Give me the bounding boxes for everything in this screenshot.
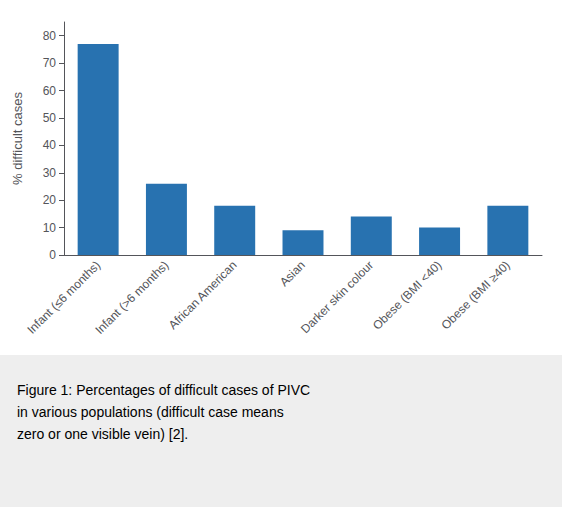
svg-text:10: 10	[43, 221, 57, 235]
svg-text:30: 30	[43, 166, 57, 180]
svg-text:Darker skin colour: Darker skin colour	[298, 258, 376, 336]
svg-text:70: 70	[43, 56, 57, 70]
svg-text:Infant (>6 months): Infant (>6 months)	[92, 258, 171, 337]
svg-text:in various populations (diffic: in various populations (difficult case m…	[17, 404, 284, 420]
svg-text:African American: African American	[166, 258, 240, 332]
svg-text:Obese (BMI <40): Obese (BMI <40)	[370, 258, 445, 333]
svg-text:50: 50	[43, 111, 57, 125]
svg-text:Obese (BMI ≥40): Obese (BMI ≥40)	[438, 258, 512, 332]
svg-text:60: 60	[43, 84, 57, 98]
svg-text:zero or one visible vein) [2].: zero or one visible vein) [2].	[17, 426, 188, 442]
svg-text:0: 0	[49, 248, 56, 262]
svg-text:% difficult cases: % difficult cases	[10, 92, 25, 185]
svg-text:80: 80	[43, 29, 57, 43]
svg-text:Figure 1: Percentages of diffi: Figure 1: Percentages of difficult cases…	[17, 382, 310, 398]
svg-text:Infant (≤6 months): Infant (≤6 months)	[24, 258, 103, 337]
svg-text:Asian: Asian	[277, 258, 308, 289]
svg-text:20: 20	[43, 193, 57, 207]
svg-text:40: 40	[43, 138, 57, 152]
